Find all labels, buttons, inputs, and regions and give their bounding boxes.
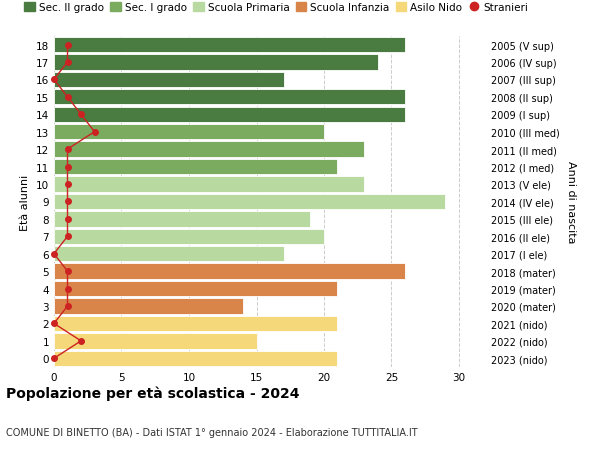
Bar — [54, 281, 337, 297]
Bar — [54, 351, 337, 366]
Point — [63, 163, 72, 171]
Point — [49, 77, 59, 84]
Bar — [54, 73, 284, 88]
Bar — [54, 55, 378, 71]
Bar — [54, 264, 405, 279]
Point — [76, 112, 86, 119]
Bar — [54, 38, 405, 53]
Legend: Sec. II grado, Sec. I grado, Scuola Primaria, Scuola Infanzia, Asilo Nido, Stran: Sec. II grado, Sec. I grado, Scuola Prim… — [20, 0, 532, 17]
Point — [63, 198, 72, 206]
Bar — [54, 90, 405, 105]
Point — [63, 181, 72, 188]
Point — [63, 42, 72, 49]
Point — [63, 59, 72, 67]
Y-axis label: Età alunni: Età alunni — [20, 174, 31, 230]
Point — [49, 320, 59, 327]
Bar — [54, 299, 243, 314]
Point — [63, 216, 72, 223]
Bar — [54, 212, 311, 227]
Bar — [54, 229, 324, 244]
Bar — [54, 246, 284, 262]
Point — [63, 268, 72, 275]
Point — [76, 337, 86, 345]
Point — [49, 355, 59, 362]
Point — [63, 146, 72, 153]
Bar — [54, 194, 445, 210]
Bar — [54, 160, 337, 175]
Point — [49, 251, 59, 258]
Bar — [54, 125, 324, 140]
Point — [63, 94, 72, 101]
Y-axis label: Anni di nascita: Anni di nascita — [566, 161, 576, 243]
Bar — [54, 142, 364, 157]
Point — [63, 233, 72, 241]
Bar — [54, 316, 337, 331]
Point — [90, 129, 100, 136]
Bar — [54, 333, 257, 349]
Point — [63, 285, 72, 292]
Point — [63, 302, 72, 310]
Bar — [54, 177, 364, 192]
Bar — [54, 107, 405, 123]
Text: COMUNE DI BINETTO (BA) - Dati ISTAT 1° gennaio 2024 - Elaborazione TUTTITALIA.IT: COMUNE DI BINETTO (BA) - Dati ISTAT 1° g… — [6, 427, 418, 437]
Text: Popolazione per età scolastica - 2024: Popolazione per età scolastica - 2024 — [6, 386, 299, 400]
